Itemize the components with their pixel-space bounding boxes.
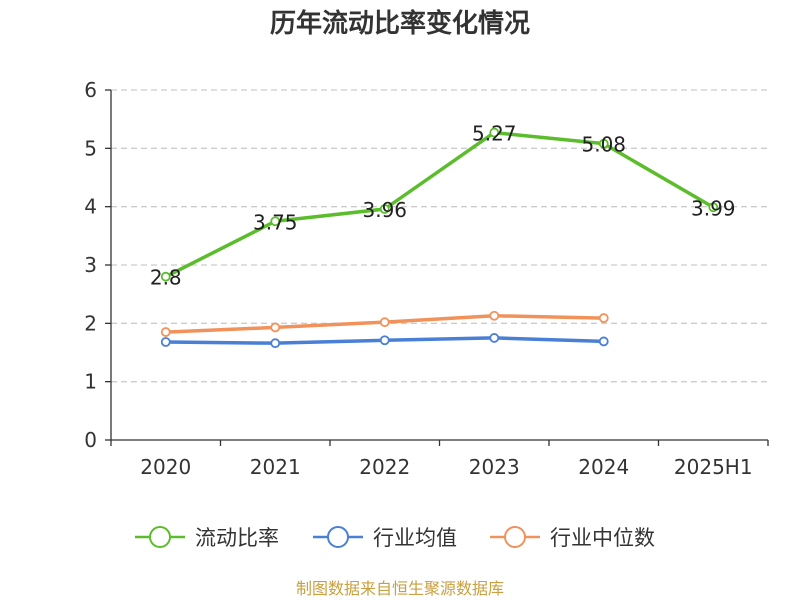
data-label: 3.99 (691, 196, 736, 220)
y-tick-label: 4 (84, 195, 97, 219)
legend-item[interactable]: 行业均值 (313, 526, 457, 550)
x-tick-label: 2020 (140, 455, 191, 479)
data-point[interactable] (379, 317, 390, 328)
x-tick-label: 2021 (250, 455, 301, 479)
legend-label: 行业均值 (373, 526, 457, 550)
x-tick-label: 2022 (359, 455, 410, 479)
x-tick-label: 2024 (578, 455, 629, 479)
series-line (164, 130, 715, 279)
axes: 0 1 2 3 4 5 6 2020 2021 2022 2023 2024 2025H1 (84, 78, 769, 479)
data-labels: 2.8 3.75 3.96 5.27 5.08 3.99 (150, 122, 736, 290)
legend-circle-icon (327, 526, 349, 548)
legend[interactable]: 流动比率 行业均值 行业中位数 (135, 526, 655, 550)
data-label: 2.8 (150, 266, 182, 290)
legend-item[interactable]: 流动比率 (135, 526, 279, 550)
legend-circle-icon (149, 526, 171, 548)
x-tick-label: 2025H1 (674, 455, 753, 479)
data-point[interactable] (270, 216, 281, 227)
source-note: 制图数据来自恒生聚源数据库 (296, 579, 504, 598)
y-tick-label: 5 (84, 136, 97, 160)
y-tick-label: 2 (84, 311, 97, 335)
data-point[interactable] (598, 138, 609, 149)
legend-label: 行业中位数 (550, 526, 655, 550)
legend-item[interactable]: 行业中位数 (490, 526, 655, 550)
data-point[interactable] (489, 310, 500, 321)
data-label: 5.08 (581, 133, 626, 157)
data-point[interactable] (160, 327, 171, 337)
y-tick-label: 6 (84, 78, 97, 102)
data-point[interactable] (379, 204, 390, 214)
x-tick-label: 2023 (469, 455, 520, 479)
legend-label: 流动比率 (195, 526, 279, 550)
data-point[interactable] (598, 313, 609, 323)
legend-circle-icon (504, 526, 526, 548)
y-tick-label: 1 (84, 370, 97, 394)
chart-title: 历年流动比率变化情况 (270, 8, 530, 39)
y-tick-label: 3 (84, 253, 97, 277)
data-point[interactable] (489, 127, 500, 138)
data-point[interactable] (598, 336, 609, 347)
data-point[interactable] (270, 322, 281, 333)
data-point[interactable] (489, 333, 500, 343)
y-tick-label: 0 (84, 428, 97, 452)
data-point[interactable] (270, 338, 281, 349)
data-point[interactable] (160, 271, 171, 282)
data-label: 3.96 (362, 198, 407, 222)
data-label: 5.27 (472, 122, 517, 146)
series (160, 127, 719, 349)
data-point[interactable] (379, 335, 390, 346)
data-label: 3.75 (253, 210, 298, 234)
data-point[interactable] (708, 202, 719, 213)
data-point[interactable] (160, 337, 171, 347)
